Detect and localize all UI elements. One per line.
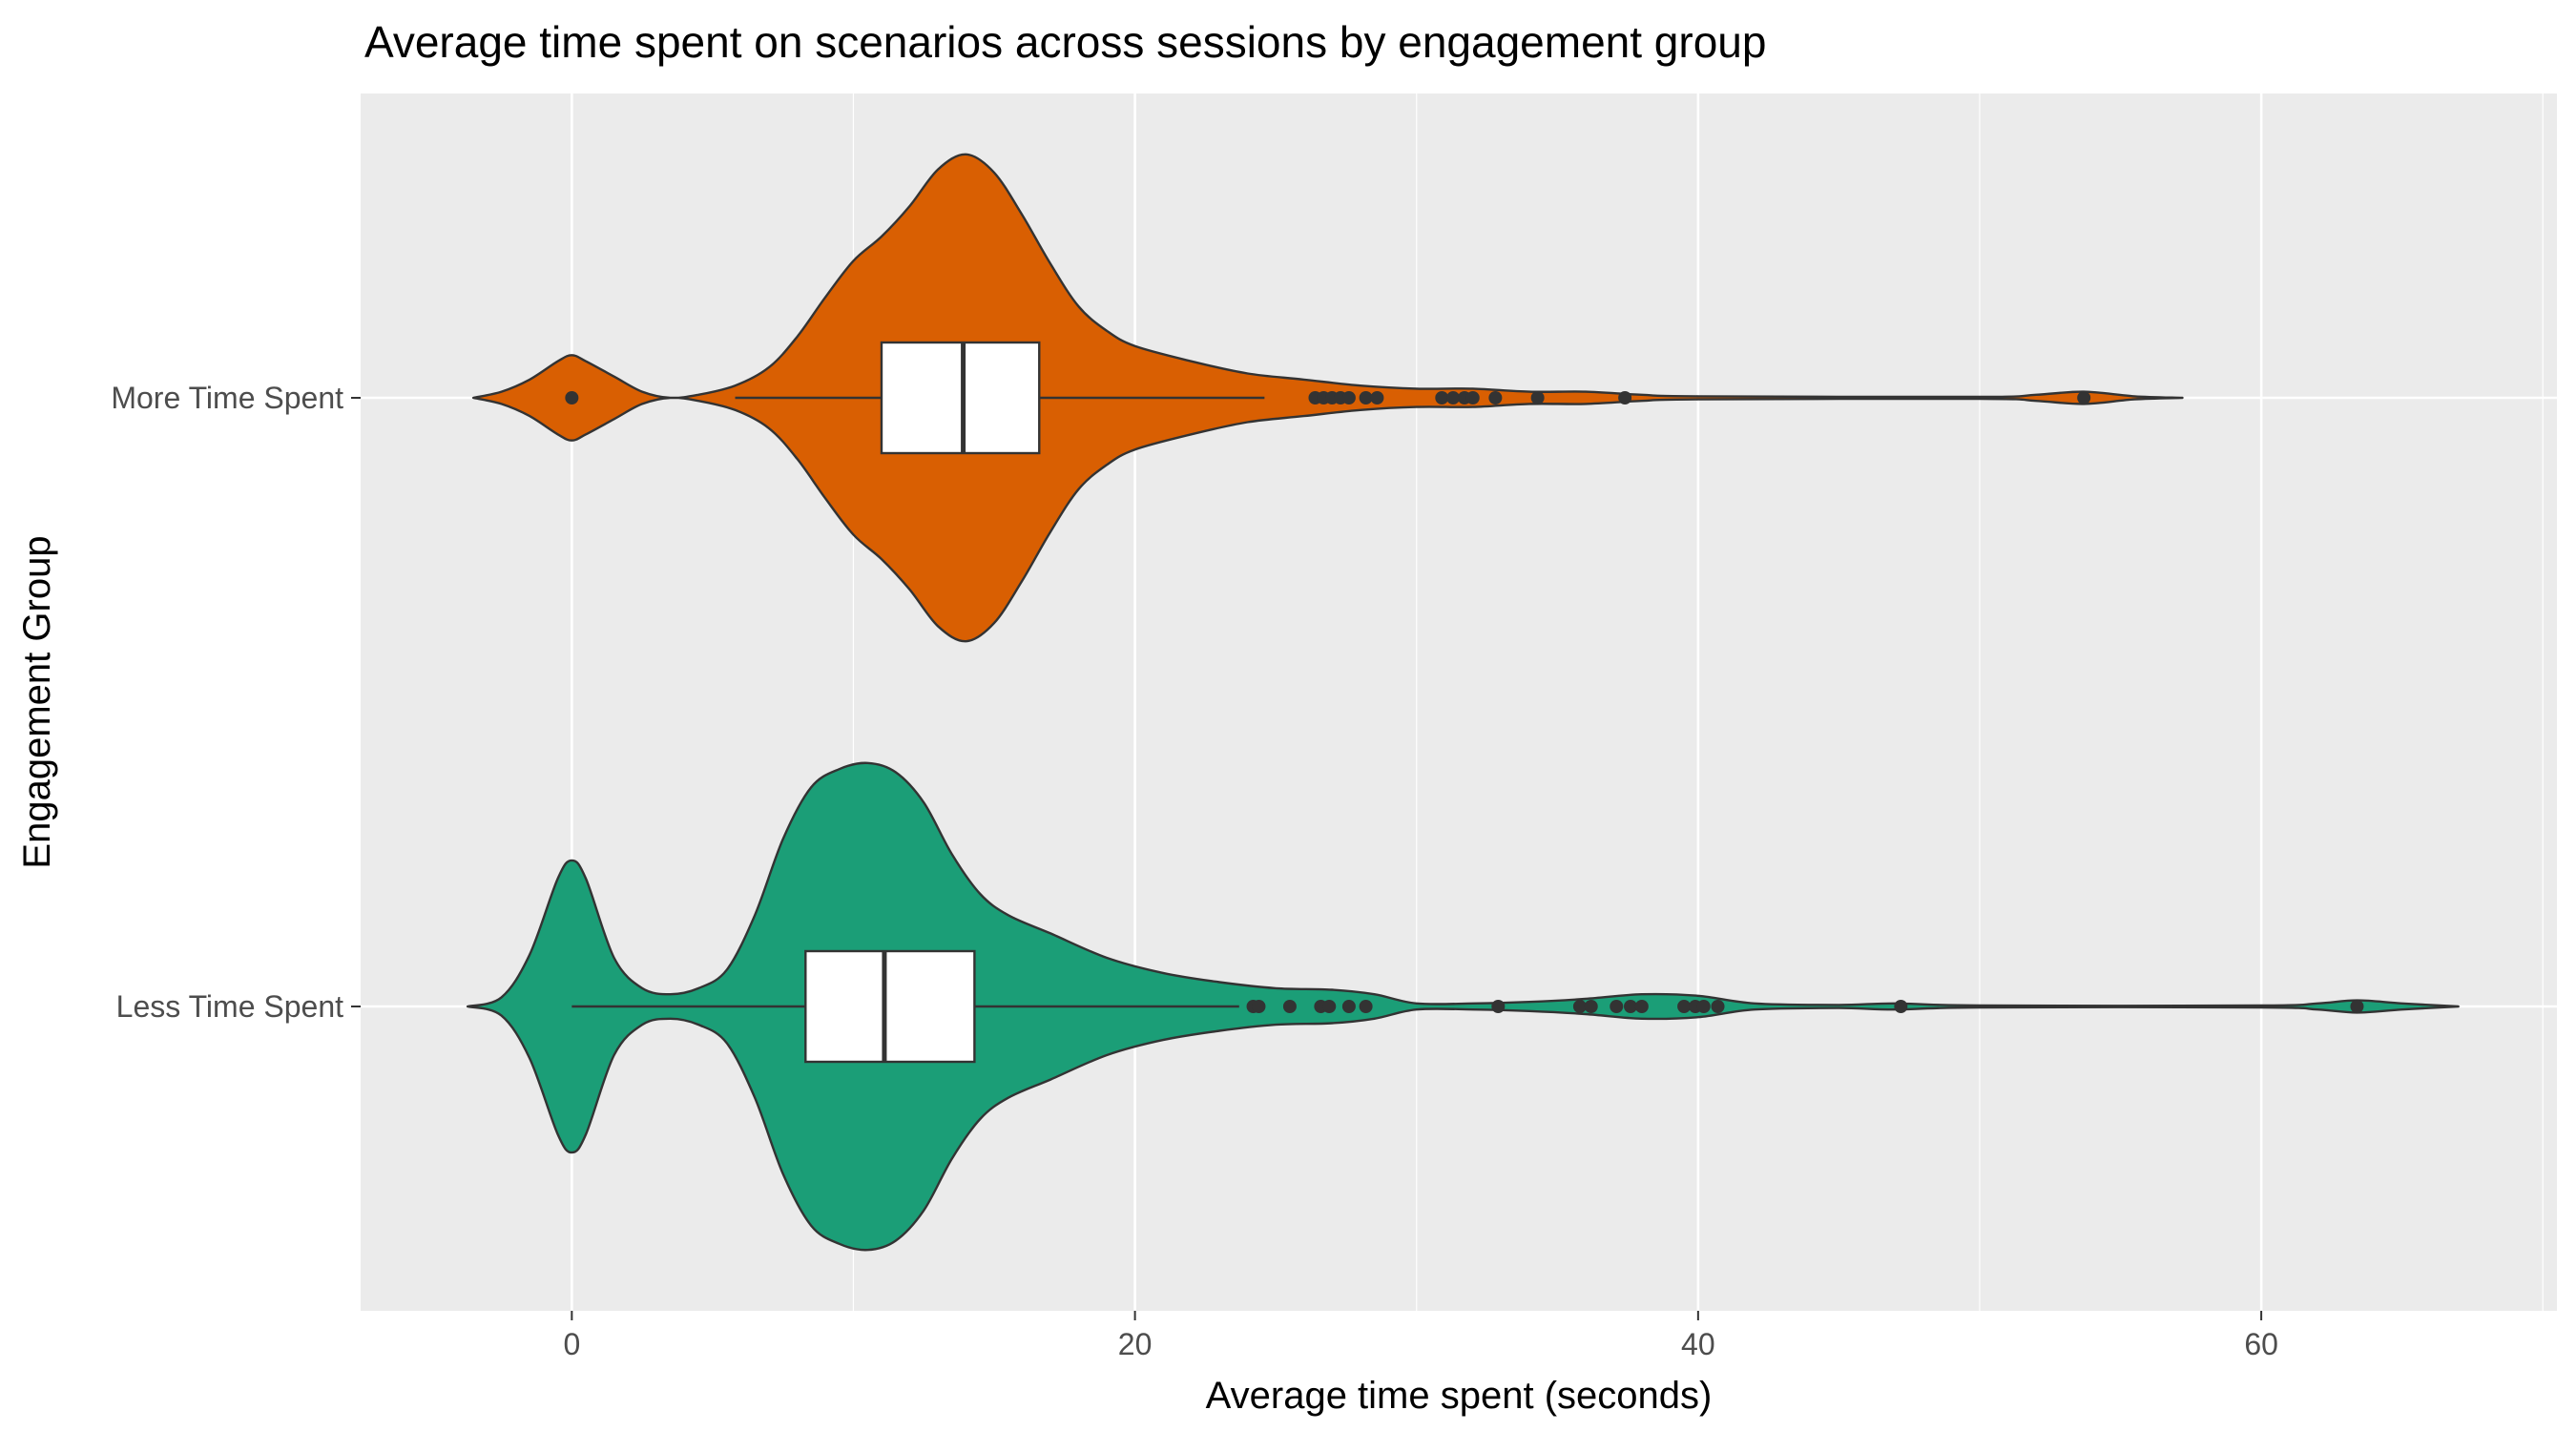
outlier-point: [1282, 1000, 1297, 1013]
outlier-point: [1618, 391, 1632, 404]
outlier-point: [1446, 391, 1461, 404]
x-axis-ticks: 0 20 40 60: [563, 1311, 2278, 1361]
outlier-point: [1634, 1000, 1649, 1013]
y-tick-label: More Time Spent: [111, 381, 343, 415]
outlier-point: [1610, 1000, 1624, 1013]
outlier-point: [1491, 1000, 1506, 1013]
x-tick-label: 20: [1118, 1327, 1153, 1361]
outlier-point: [565, 391, 579, 404]
x-tick-label: 0: [563, 1327, 580, 1361]
outlier-point: [1435, 391, 1449, 404]
x-tick-label: 40: [1681, 1327, 1715, 1361]
y-axis-title: Engagement Group: [16, 535, 58, 868]
outlier-point: [1696, 1000, 1711, 1013]
violin-group: [471, 153, 2184, 643]
outlier-point: [2077, 391, 2091, 404]
x-axis-title: Average time spent (seconds): [1206, 1375, 1713, 1417]
violin-group: [466, 761, 2460, 1252]
outlier-point: [1624, 1000, 1638, 1013]
y-tick-label: Less Time Spent: [116, 989, 343, 1024]
outlier-point: [1359, 1000, 1373, 1013]
outlier-point: [1252, 1000, 1266, 1013]
outlier-point: [1530, 391, 1545, 404]
outlier-point: [1322, 1000, 1337, 1013]
outlier-point: [1341, 1000, 1356, 1013]
outlier-point: [1677, 1000, 1692, 1013]
outlier-point: [1894, 1000, 1908, 1013]
outlier-point: [1711, 1000, 1725, 1013]
violins: [466, 153, 2460, 1252]
outlier-point: [1488, 391, 1503, 404]
box-iqr: [804, 949, 976, 1064]
outlier-point: [1341, 391, 1356, 404]
outlier-point: [2350, 1000, 2364, 1013]
box-iqr: [880, 341, 1041, 455]
outlier-point: [1465, 391, 1480, 404]
violin-shape: [466, 761, 2460, 1252]
outlier-point: [1370, 391, 1384, 404]
chart-title: Average time spent on scenarios across s…: [364, 17, 1766, 67]
outlier-point: [1572, 1000, 1587, 1013]
outlier-point: [1359, 391, 1373, 404]
x-tick-label: 60: [2244, 1327, 2278, 1361]
outlier-point: [1584, 1000, 1598, 1013]
y-axis-ticks: More Time Spent Less Time Spent: [111, 381, 361, 1024]
plot-panel: [361, 93, 2557, 1311]
